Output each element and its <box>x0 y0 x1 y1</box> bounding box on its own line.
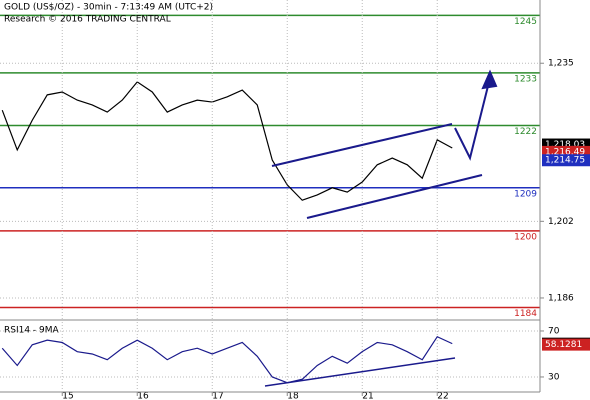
level-label: 1184 <box>514 309 537 319</box>
price-line <box>1 81 453 201</box>
y-tick-label: 70 <box>548 326 560 336</box>
price-box-label: 58.1281 <box>545 340 582 350</box>
x-tick-label: 21 <box>362 392 373 400</box>
x-tick-label: 15 <box>62 392 73 400</box>
x-tick-label: 17 <box>212 392 223 400</box>
y-tick-label: 1,202 <box>548 217 574 227</box>
price-box <box>542 154 590 167</box>
y-tick-label: 1,235 <box>548 59 574 69</box>
price-box-label: 1,218.03 <box>545 140 585 150</box>
level-label: 1222 <box>514 127 537 137</box>
level-label: 1245 <box>514 17 537 27</box>
price-box-label: 1,214.75 <box>545 156 585 166</box>
chart-subtitle: Research © 2016 TRADING CENTRAL <box>4 15 171 25</box>
x-tick-label: 22 <box>437 392 448 400</box>
price-box-label: 1,216.49 <box>545 147 585 157</box>
projection-arrow <box>454 77 491 161</box>
x-tick-label: 16 <box>137 392 149 400</box>
annotations <box>264 69 498 387</box>
price-line <box>1 335 453 384</box>
y-tick-label: 30 <box>548 372 560 382</box>
level-label: 1200 <box>514 232 537 242</box>
y-tick-label: 1,186 <box>548 293 574 303</box>
x-tick-label: 18 <box>287 392 299 400</box>
level-label: 1233 <box>514 74 537 84</box>
rsi-trend-line <box>264 357 456 387</box>
trend-line <box>271 123 453 167</box>
rsi-title: RSI14 - 9MA <box>4 326 60 336</box>
price-box <box>542 338 590 351</box>
level-label: 1209 <box>514 189 537 199</box>
arrow-head <box>481 69 498 90</box>
chart-title: GOLD (US$/OZ) - 30min - 7:13:49 AM (UTC+… <box>4 3 213 13</box>
trend-line <box>306 174 483 219</box>
